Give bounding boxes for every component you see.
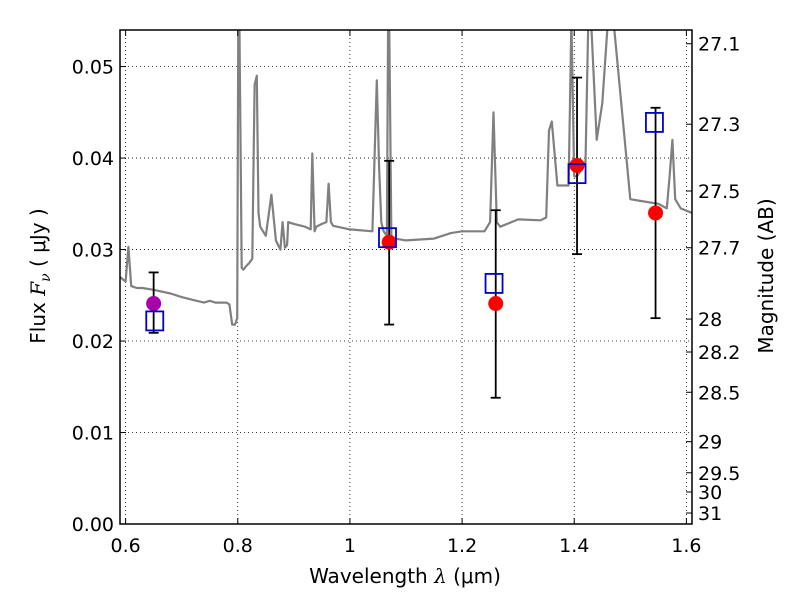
- observed-flux-point: [648, 205, 664, 221]
- y2-tick-label: 30: [698, 482, 722, 504]
- y2-tick-label: 27.3: [698, 114, 740, 136]
- observed-flux-point: [488, 296, 504, 312]
- y2-tick-label: 31: [698, 503, 722, 525]
- grid-lines: [120, 30, 692, 524]
- y2-tick-label: 28: [698, 309, 722, 331]
- x-axis-title: Wavelength λ (μm): [309, 564, 501, 588]
- model-spectrum-line: [120, 30, 692, 326]
- x-tick-label: 1: [344, 535, 356, 557]
- y-tick-label: 0.04: [72, 148, 114, 170]
- axis-ticks: [120, 30, 692, 525]
- model-flux-square: [378, 227, 397, 249]
- y-tick-label: 0.03: [72, 240, 114, 262]
- y2-tick-label: 28.5: [698, 382, 740, 404]
- observed-flux-point: [146, 296, 162, 312]
- y2-axis-title: Magnitude (AB): [754, 198, 778, 353]
- y2-tick-label: 29.5: [698, 463, 740, 485]
- y-axis-title: Flux Fν ( μJy ): [26, 208, 54, 343]
- model-flux-square: [567, 163, 587, 185]
- x-tick-label: 1.4: [559, 535, 589, 557]
- x-tick-label: 0.6: [110, 535, 140, 557]
- y-tick-label: 0.00: [72, 514, 114, 536]
- y-tick-label: 0.01: [72, 423, 114, 445]
- x-tick-label: 1.2: [447, 535, 477, 557]
- observed-flux-point: [569, 157, 585, 173]
- y-tick-label: 0.02: [72, 331, 114, 353]
- x-tick-label: 1.6: [671, 535, 701, 557]
- tick-labels: 0.6 0.8 1 1.2 1.4 1.6 0.00 0.01 0.02 0.03 0.04 0.05…: [72, 34, 741, 557]
- model-flux-square: [484, 273, 504, 294]
- y2-tick-label: 27.5: [698, 181, 740, 203]
- model-flux-square: [145, 310, 165, 332]
- y2-tick-label: 27.7: [698, 238, 740, 260]
- y-tick-label: 0.05: [72, 57, 114, 79]
- y2-tick-label: 27.1: [698, 34, 740, 56]
- observed-flux-point: [381, 234, 397, 250]
- x-tick-label: 0.8: [223, 535, 253, 557]
- plot-frame: [119, 29, 693, 525]
- y2-tick-label: 29: [698, 432, 722, 454]
- y2-tick-label: 28.2: [698, 342, 740, 364]
- model-flux-square: [645, 111, 664, 133]
